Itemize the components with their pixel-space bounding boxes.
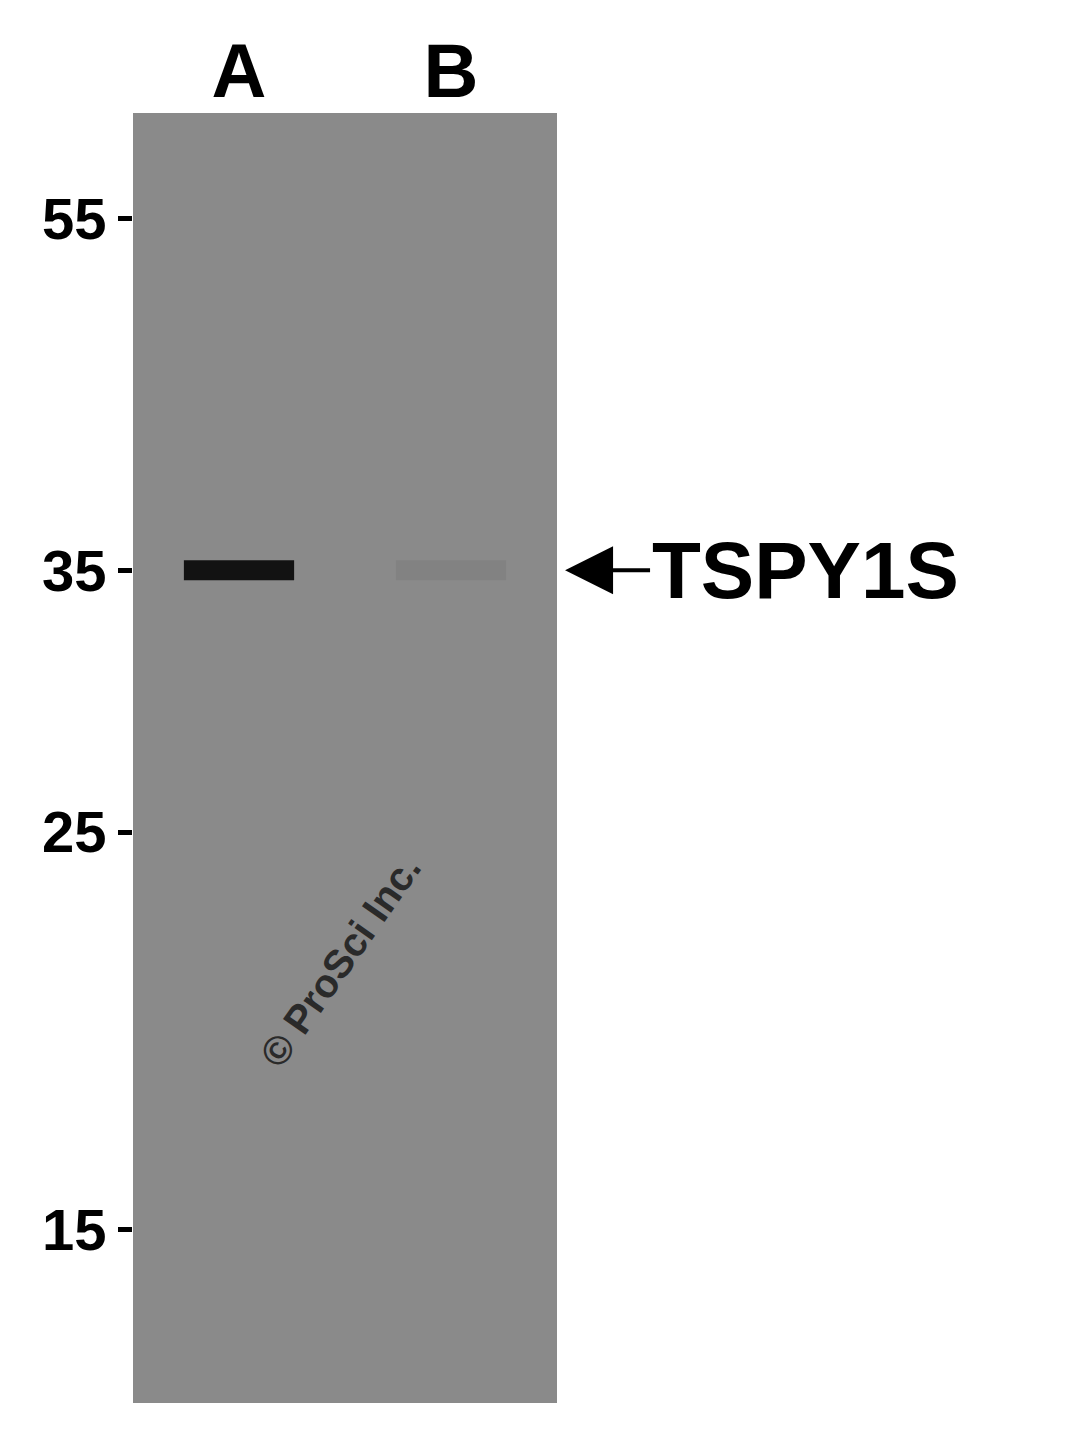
svg-text:© ProSci Inc.: © ProSci Inc. — [251, 847, 429, 1075]
svg-text:15: 15 — [42, 1197, 107, 1262]
svg-text:35: 35 — [42, 538, 107, 603]
svg-text:TSPY1S: TSPY1S — [652, 526, 959, 615]
svg-text:55: 55 — [42, 186, 107, 251]
svg-text:B: B — [424, 28, 479, 113]
svg-text:25: 25 — [42, 799, 107, 864]
svg-text:A: A — [212, 28, 267, 113]
